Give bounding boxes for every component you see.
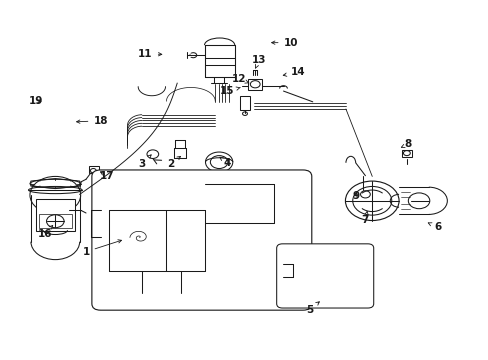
Bar	[248, 79, 262, 90]
Bar	[239, 96, 250, 110]
Bar	[36, 199, 75, 231]
Bar	[204, 45, 234, 77]
FancyBboxPatch shape	[276, 244, 373, 308]
Text: 11: 11	[138, 49, 162, 59]
Text: 15: 15	[220, 86, 240, 96]
Text: 13: 13	[251, 55, 266, 68]
Text: 8: 8	[401, 139, 411, 149]
Polygon shape	[136, 243, 143, 248]
Bar	[142, 291, 181, 302]
Text: 16: 16	[37, 225, 53, 239]
Text: 12: 12	[231, 74, 248, 84]
Text: 18: 18	[77, 116, 108, 126]
Text: 5: 5	[305, 302, 319, 315]
Text: 7: 7	[361, 211, 368, 225]
Bar	[340, 248, 349, 253]
Bar	[89, 166, 99, 173]
Text: 3: 3	[138, 155, 151, 169]
Bar	[304, 248, 312, 253]
Text: 2: 2	[166, 156, 180, 169]
FancyBboxPatch shape	[92, 170, 311, 310]
Bar	[224, 229, 235, 234]
Text: 1: 1	[82, 240, 121, 257]
Bar	[39, 214, 72, 228]
Text: 9: 9	[351, 191, 359, 201]
Bar	[401, 149, 411, 157]
Text: 14: 14	[283, 67, 305, 77]
Text: 10: 10	[271, 38, 298, 48]
Text: 17: 17	[100, 171, 114, 181]
Text: 19: 19	[29, 96, 43, 106]
Text: 6: 6	[427, 222, 440, 232]
Text: 4: 4	[220, 157, 231, 168]
